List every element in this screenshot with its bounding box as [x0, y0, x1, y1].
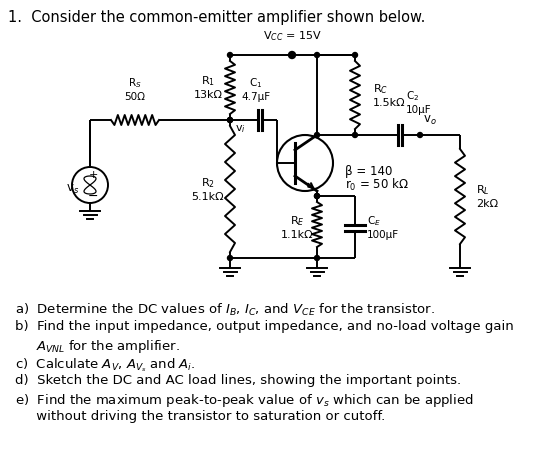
Text: R$_S$
50Ω: R$_S$ 50Ω: [124, 77, 146, 102]
Text: R$_C$
1.5kΩ: R$_C$ 1.5kΩ: [373, 82, 406, 108]
Circle shape: [227, 255, 232, 261]
Text: 1.  Consider the common-emitter amplifier shown below.: 1. Consider the common-emitter amplifier…: [8, 10, 425, 25]
Text: b)  Find the input impedance, output impedance, and no-load voltage gain: b) Find the input impedance, output impe…: [15, 320, 514, 333]
Text: R$_1$
13kΩ: R$_1$ 13kΩ: [193, 74, 222, 100]
Circle shape: [227, 117, 232, 123]
Circle shape: [288, 52, 295, 59]
Text: v$_o$: v$_o$: [423, 114, 437, 127]
Text: −: −: [88, 190, 98, 202]
Text: R$_E$
1.1kΩ: R$_E$ 1.1kΩ: [281, 214, 313, 240]
Text: without driving the transistor to saturation or cutoff.: without driving the transistor to satura…: [15, 410, 385, 423]
Circle shape: [227, 117, 232, 123]
Circle shape: [352, 132, 357, 138]
Text: v$_i$: v$_i$: [235, 123, 246, 135]
Text: C$_E$
100μF: C$_E$ 100μF: [367, 214, 399, 240]
Text: a)  Determine the DC values of $I_B$, $I_C$, and $V_{CE}$ for the transistor.: a) Determine the DC values of $I_B$, $I_…: [15, 302, 435, 318]
Text: R$_2$
5.1kΩ: R$_2$ 5.1kΩ: [192, 176, 224, 201]
Circle shape: [352, 53, 357, 58]
Text: $A_{VNL}$ for the amplifier.: $A_{VNL}$ for the amplifier.: [15, 338, 180, 355]
Circle shape: [315, 255, 319, 261]
Text: C$_2$
10μF: C$_2$ 10μF: [406, 89, 432, 115]
Text: +: +: [88, 170, 98, 180]
Text: v$_s$: v$_s$: [66, 183, 79, 195]
Text: V$_{CC}$ = 15V: V$_{CC}$ = 15V: [262, 29, 322, 43]
Text: R$_L$
2kΩ: R$_L$ 2kΩ: [476, 184, 498, 209]
Text: C$_1$
4.7μF: C$_1$ 4.7μF: [242, 77, 271, 102]
Text: β = 140: β = 140: [345, 165, 392, 177]
Circle shape: [315, 53, 319, 58]
Circle shape: [418, 132, 423, 138]
Circle shape: [315, 193, 319, 199]
Circle shape: [315, 193, 319, 199]
Text: r$_0$ = 50 kΩ: r$_0$ = 50 kΩ: [345, 177, 409, 193]
Text: d)  Sketch the DC and AC load lines, showing the important points.: d) Sketch the DC and AC load lines, show…: [15, 374, 461, 387]
Text: c)  Calculate $A_V$, $A_{V_s}$ and $A_i$.: c) Calculate $A_V$, $A_{V_s}$ and $A_i$.: [15, 356, 196, 374]
Circle shape: [227, 53, 232, 58]
Circle shape: [315, 132, 319, 138]
Text: e)  Find the maximum peak-to-peak value of $v_s$ which can be applied: e) Find the maximum peak-to-peak value o…: [15, 392, 473, 409]
